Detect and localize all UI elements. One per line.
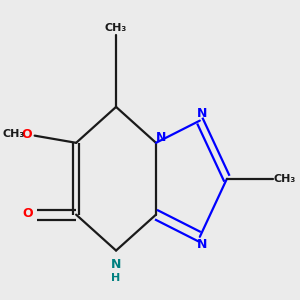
Text: N: N bbox=[156, 131, 167, 144]
Text: O: O bbox=[22, 207, 33, 220]
Text: CH₃: CH₃ bbox=[3, 129, 25, 139]
Text: H: H bbox=[111, 273, 121, 283]
Text: N: N bbox=[111, 258, 121, 272]
Text: N: N bbox=[197, 238, 207, 250]
Text: N: N bbox=[197, 107, 207, 120]
Text: O: O bbox=[21, 128, 32, 141]
Text: CH₃: CH₃ bbox=[105, 23, 127, 33]
Text: CH₃: CH₃ bbox=[273, 174, 296, 184]
